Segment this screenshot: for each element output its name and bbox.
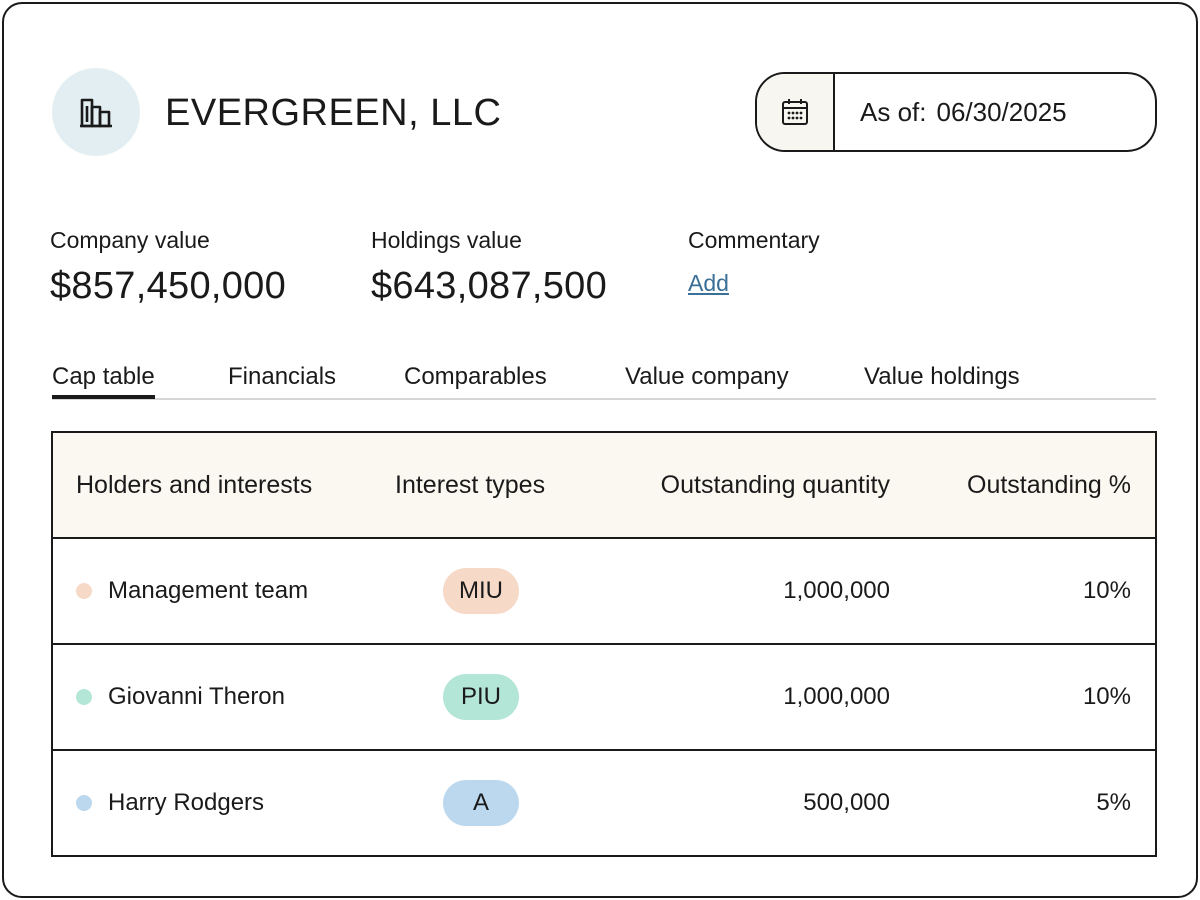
tab-cap-table[interactable]: Cap table (52, 363, 155, 399)
as-of-date-picker[interactable]: As of: 06/30/2025 (755, 72, 1157, 152)
holder-cell: Management team (76, 539, 308, 643)
company-value: $857,450,000 (50, 265, 287, 307)
holdings-value: $643,087,500 (371, 265, 608, 307)
table-header: Holders and interests Interest types Out… (53, 433, 1155, 539)
cap-table: Holders and interests Interest types Out… (51, 431, 1157, 857)
tab-value-company[interactable]: Value company (625, 363, 789, 390)
holder-name: Harry Rodgers (108, 789, 265, 816)
interest-type-cell: PIU (443, 645, 519, 749)
interest-type-badge: PIU (443, 674, 519, 720)
as-of-date: 06/30/2025 (936, 96, 1067, 127)
company-value-stat: Company value $857,450,000 (50, 226, 286, 308)
holder-cell: Giovanni Theron (76, 645, 285, 749)
company-logo (52, 68, 140, 156)
quantity-cell: 500,000 (803, 789, 890, 816)
commentary-label: Commentary (688, 227, 820, 253)
tab-value-holdings[interactable]: Value holdings (864, 363, 1020, 390)
tab-bar: Cap table Financials Comparables Value c… (52, 360, 1156, 400)
commentary-stat: Commentary Add (688, 226, 820, 297)
holder-cell: Harry Rodgers (76, 751, 264, 855)
as-of-label: As of: (860, 96, 927, 127)
company-name: EVERGREEN, LLC (165, 92, 502, 134)
calendar-icon (782, 99, 808, 125)
holder-color-dot (76, 583, 92, 599)
column-header-outstanding-quantity[interactable]: Outstanding quantity (660, 470, 890, 499)
holder-color-dot (76, 689, 92, 705)
holder-color-dot (76, 795, 92, 811)
interest-type-badge: MIU (443, 568, 519, 614)
interest-type-cell: MIU (443, 539, 519, 643)
holdings-value-label: Holdings value (371, 227, 522, 253)
add-commentary-link[interactable]: Add (688, 270, 729, 296)
quantity-cell: 1,000,000 (783, 577, 890, 604)
building-chart-icon (80, 98, 112, 128)
column-header-interest-types[interactable]: Interest types (395, 470, 546, 499)
table-row[interactable]: Harry Rodgers A 500,000 5% (53, 751, 1155, 855)
tab-financials[interactable]: Financials (228, 363, 337, 390)
calendar-button[interactable] (757, 74, 835, 150)
as-of-field[interactable]: As of: 06/30/2025 (835, 74, 1067, 150)
table-row[interactable]: Giovanni Theron PIU 1,000,000 10% (53, 645, 1155, 751)
percent-cell: 5% (1096, 789, 1131, 816)
holder-name: Management team (108, 577, 309, 604)
holdings-value-stat: Holdings value $643,087,500 (371, 226, 607, 308)
interest-type-badge: A (443, 780, 519, 826)
company-value-label: Company value (50, 227, 210, 253)
column-header-holders[interactable]: Holders and interests (76, 470, 313, 499)
percent-cell: 10% (1082, 683, 1131, 710)
column-header-outstanding-percent[interactable]: Outstanding % (967, 470, 1131, 499)
tab-comparables[interactable]: Comparables (404, 363, 547, 390)
holder-name: Giovanni Theron (108, 683, 285, 710)
percent-cell: 10% (1082, 577, 1131, 604)
quantity-cell: 1,000,000 (783, 683, 890, 710)
interest-type-cell: A (443, 751, 519, 855)
table-row[interactable]: Management team MIU 1,000,000 10% (53, 539, 1155, 645)
